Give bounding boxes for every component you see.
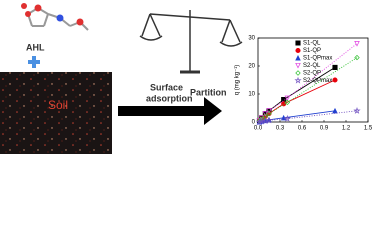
y-tick-label: 10 [248, 92, 255, 98]
legend-marker [295, 55, 301, 61]
mechanism-label: Partition [190, 87, 227, 97]
plot-frame [257, 37, 369, 123]
x-tick-label: 0.9 [320, 126, 329, 132]
point [266, 110, 272, 117]
point [332, 77, 338, 83]
series-line [259, 110, 358, 123]
x-tick-label: 1.5 [364, 126, 373, 132]
point [284, 99, 291, 106]
x-tick-label: 0.3 [276, 126, 285, 132]
x-tick-label: 1.2 [342, 126, 351, 132]
legend-label: S1-QP [303, 48, 321, 54]
y-tick-label: 0 [252, 120, 256, 126]
plus [28, 56, 40, 68]
y-axis-label: q (mg kg⁻¹) [235, 65, 241, 96]
soil-image [0, 72, 112, 154]
soil-label: Soil [48, 98, 68, 112]
x-tick-label: 0.6 [298, 126, 307, 132]
legend-marker [295, 62, 301, 69]
legend-label: S2-QPmax [303, 78, 332, 84]
x-tick-label: 0.0 [254, 126, 263, 132]
arrow [118, 97, 222, 125]
point [265, 116, 273, 124]
legend-marker [294, 76, 302, 84]
legend-label: S1-QPmax [303, 56, 332, 62]
legend-label: S2-QP [303, 71, 321, 77]
mechanism-label: adsorption [146, 93, 193, 103]
y-tick-label: 30 [248, 36, 255, 42]
point [284, 95, 291, 102]
y-tick-label: 20 [248, 64, 255, 70]
mechanism-label: Surface [150, 82, 183, 92]
point [353, 107, 361, 114]
point [255, 118, 264, 126]
point [354, 54, 360, 61]
point [332, 107, 338, 114]
legend-marker [295, 47, 301, 54]
legend-marker [295, 40, 301, 46]
point [266, 108, 272, 114]
molecule-label: AHL [26, 42, 45, 52]
legend-marker [295, 70, 301, 76]
graphical-abstract: AHL Soil Surface adsorption Partition q … [0, 3, 373, 154]
legend-label: S2-QL [303, 63, 321, 69]
legend-label: S1-QL [303, 41, 321, 47]
point [332, 64, 338, 70]
molecule [21, 3, 89, 31]
balance [139, 10, 243, 74]
point [283, 114, 291, 122]
point [354, 41, 360, 47]
